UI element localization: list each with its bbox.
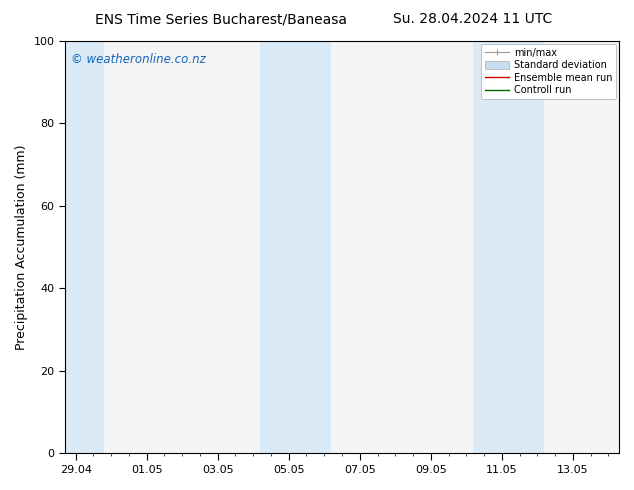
Y-axis label: Precipitation Accumulation (mm): Precipitation Accumulation (mm) bbox=[15, 145, 28, 350]
Legend: min/max, Standard deviation, Ensemble mean run, Controll run: min/max, Standard deviation, Ensemble me… bbox=[481, 44, 616, 99]
Text: ENS Time Series Bucharest/Baneasa: ENS Time Series Bucharest/Baneasa bbox=[95, 12, 347, 26]
Bar bbox=[474, 41, 545, 453]
Bar bbox=[65, 41, 104, 453]
Text: © weatheronline.co.nz: © weatheronline.co.nz bbox=[70, 53, 205, 67]
Bar bbox=[261, 41, 332, 453]
Text: Su. 28.04.2024 11 UTC: Su. 28.04.2024 11 UTC bbox=[393, 12, 552, 26]
